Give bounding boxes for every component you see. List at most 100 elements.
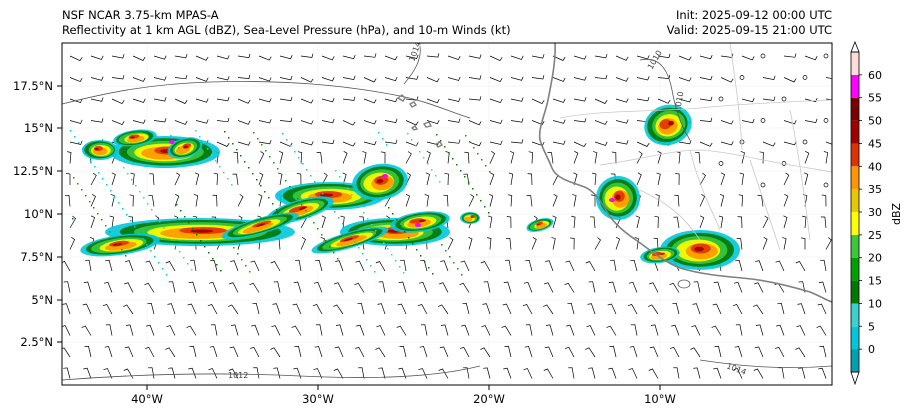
wind-barb — [783, 53, 797, 58]
reflectivity-cell — [183, 145, 188, 149]
wind-barb — [568, 367, 575, 379]
lon-tick-label: 10°W — [644, 392, 676, 406]
reflectivity-speck — [158, 262, 160, 264]
wind-barb — [762, 236, 768, 250]
wind-barb — [165, 261, 176, 272]
wind-barb — [503, 367, 512, 379]
wind-barb — [293, 281, 302, 293]
wind-barb — [342, 54, 356, 60]
wind-barb — [464, 151, 470, 164]
reflectivity-speck — [404, 231, 406, 233]
reflectivity-speck — [199, 136, 201, 138]
wind-barb — [426, 98, 440, 104]
wind-barb — [762, 75, 776, 81]
lon-tick-label: 30°W — [302, 392, 334, 406]
wind-barb — [90, 194, 96, 207]
reflectivity-speck — [244, 161, 246, 163]
wind-barb — [699, 96, 713, 102]
wind-barb — [145, 260, 155, 272]
colorbar-segment — [851, 120, 859, 144]
reflectivity-speck — [399, 266, 401, 268]
reflectivity-cell — [255, 223, 266, 227]
reflectivity-speck — [180, 210, 182, 212]
wind-barb — [125, 324, 134, 336]
wind-barb — [720, 172, 726, 186]
reflectivity-speck — [147, 203, 149, 205]
wind-barb — [740, 150, 745, 164]
wind-barb — [783, 172, 790, 186]
wind-barb — [438, 304, 449, 315]
reflectivity-speck — [264, 191, 266, 193]
reflectivity-speck — [175, 245, 177, 247]
wind-barb — [279, 96, 293, 102]
reflectivity-cell — [242, 222, 274, 234]
reflectivity-speck — [249, 271, 251, 273]
reflectivity-speck — [167, 233, 169, 235]
wind-barb — [671, 324, 680, 336]
wind-barb — [333, 368, 344, 379]
reflectivity-speck — [159, 221, 161, 223]
wind-barb — [292, 303, 302, 315]
wind-barb — [300, 98, 314, 104]
reflectivity-speck — [416, 249, 418, 251]
wind-barb — [699, 172, 706, 186]
colorbar-segment — [851, 326, 859, 350]
reflectivity-speck — [282, 133, 284, 135]
wind-barb — [738, 194, 743, 207]
wind-barb — [783, 193, 789, 207]
wind-barb — [531, 98, 545, 105]
wind-barb — [711, 325, 722, 336]
wind-barb — [480, 347, 491, 358]
reflectivity-speck — [448, 152, 450, 154]
colorbar-extend-top — [850, 40, 860, 53]
wind-barb — [825, 77, 832, 79]
wind-barb — [774, 346, 785, 358]
wind-barb — [399, 345, 407, 358]
reflectivity-speck — [131, 179, 133, 181]
wind-barb — [615, 119, 629, 124]
reflectivity-speck — [228, 137, 230, 139]
wind-barb — [273, 281, 281, 293]
wind-barb — [321, 139, 335, 145]
colorbar-segment — [851, 303, 859, 327]
lat-tick-label: 15°N — [24, 121, 53, 135]
reflectivity-speck — [241, 259, 243, 261]
wind-barb — [375, 347, 386, 358]
reflectivity-speck — [200, 240, 202, 242]
wind-barb — [149, 173, 155, 186]
wind-barb — [510, 97, 524, 102]
wind-barb — [552, 98, 566, 103]
wind-barb — [67, 151, 72, 164]
wind-barb — [90, 118, 104, 123]
wind-barb — [132, 119, 146, 124]
reflectivity-speck — [176, 204, 178, 206]
wind-barb — [321, 55, 335, 61]
reflectivity-speck — [203, 142, 205, 144]
wind-barb — [508, 172, 514, 186]
wind-barb — [825, 141, 832, 145]
wind-barb — [636, 96, 650, 102]
wind-barb — [300, 53, 314, 58]
reflectivity-speck — [293, 192, 295, 194]
reflectivity-speck — [171, 239, 173, 241]
wind-barb — [755, 324, 764, 336]
reflectivity-speck — [207, 148, 209, 150]
reflectivity-speck — [314, 181, 316, 183]
reflectivity-speck — [286, 139, 288, 141]
reflectivity-speck — [294, 151, 296, 153]
wind-barb — [796, 325, 806, 336]
reflectivity-speck — [329, 246, 331, 248]
colorbar-segment — [851, 234, 859, 258]
reflectivity-speck — [260, 185, 262, 187]
wind-barb — [615, 77, 629, 82]
wind-barb — [776, 324, 785, 336]
wind-barb — [509, 150, 515, 164]
wind-barb — [522, 303, 533, 315]
wind-barb — [804, 118, 818, 124]
colorbar-tick-label: 35 — [868, 183, 882, 196]
wind-barb — [635, 215, 640, 229]
wind-barb — [586, 325, 596, 336]
wind-barb — [820, 259, 827, 272]
wind-barb — [531, 120, 545, 126]
wind-barb — [321, 98, 335, 103]
